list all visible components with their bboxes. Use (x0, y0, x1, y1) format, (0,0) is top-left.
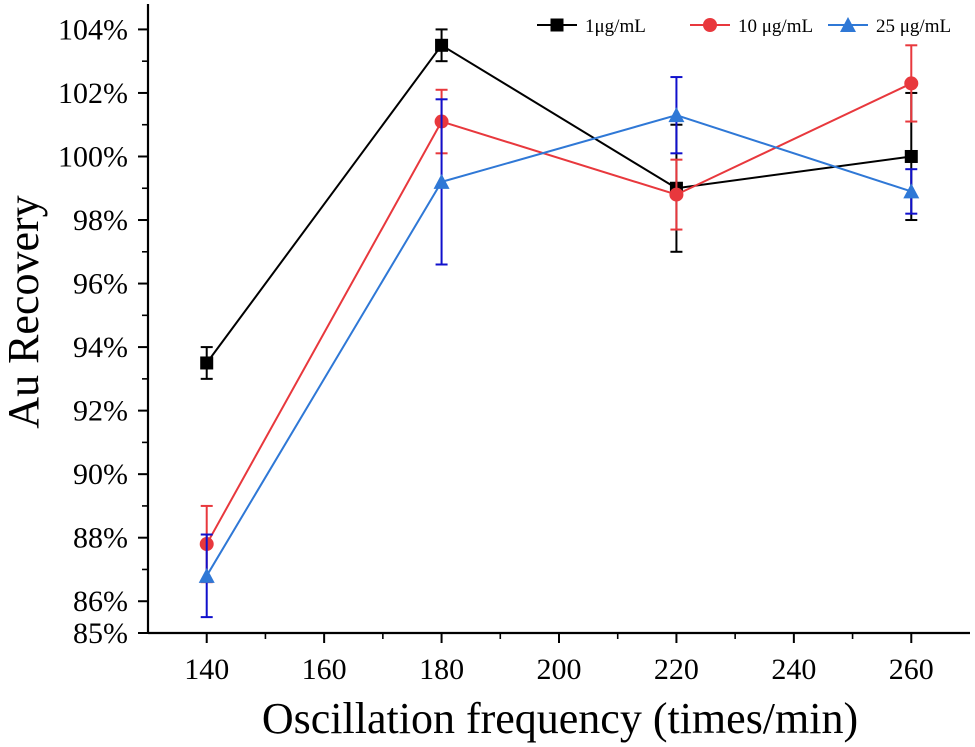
y-tick-label: 94% (73, 331, 128, 364)
data-point (903, 183, 920, 199)
y-tick-label: 92% (73, 395, 128, 428)
data-point (435, 38, 449, 52)
y-tick-label: 96% (73, 268, 128, 301)
x-tick-label: 240 (771, 653, 816, 686)
legend-label: 10 μg/mL (738, 16, 813, 37)
x-tick-label: 260 (889, 653, 934, 686)
series-layer (198, 28, 920, 619)
x-tick-label: 160 (302, 653, 347, 686)
y-tick-label: 100% (58, 140, 128, 173)
legend-marker (840, 17, 856, 32)
y-tick-label: 102% (58, 77, 128, 110)
legend-label: 1μg/mL (585, 16, 646, 37)
data-point (669, 187, 684, 202)
y-tick-label: 85% (73, 617, 128, 650)
y-axis-title: Au Recovery (0, 195, 48, 428)
data-point (200, 356, 214, 370)
x-axis-title: Oscillation frequency (times/min) (262, 694, 858, 743)
legend: 1μg/mL 10 μg/mL 25 μg/mL (537, 16, 951, 37)
x-tick-label: 220 (654, 653, 699, 686)
axes: 140 160 180 200 220 240 260 85%86% 88% 90% 92% 94% 9… (58, 4, 970, 686)
y-tick-label: 90% (73, 458, 128, 491)
y-tick-label: 98% (73, 204, 128, 237)
y-tick-label: 86% (73, 585, 128, 618)
series-line (205, 82, 912, 545)
legend-marker (550, 18, 564, 32)
series-line (205, 114, 912, 577)
series-triangle (198, 76, 920, 619)
x-tick-label: 180 (419, 653, 464, 686)
data-point (433, 173, 450, 189)
data-point (198, 567, 215, 583)
series-square (200, 28, 918, 380)
y-tick-label: 88% (73, 522, 128, 555)
legend-label: 25 μg/mL (876, 16, 951, 37)
data-point (904, 149, 918, 163)
y-tick-label: 104% (58, 13, 128, 46)
x-tick-label: 140 (184, 653, 229, 686)
series-line (205, 43, 912, 364)
series-circle (199, 44, 919, 584)
data-point (904, 76, 919, 91)
x-tick-label: 200 (537, 653, 582, 686)
data-point (668, 107, 685, 123)
legend-marker (703, 18, 717, 32)
